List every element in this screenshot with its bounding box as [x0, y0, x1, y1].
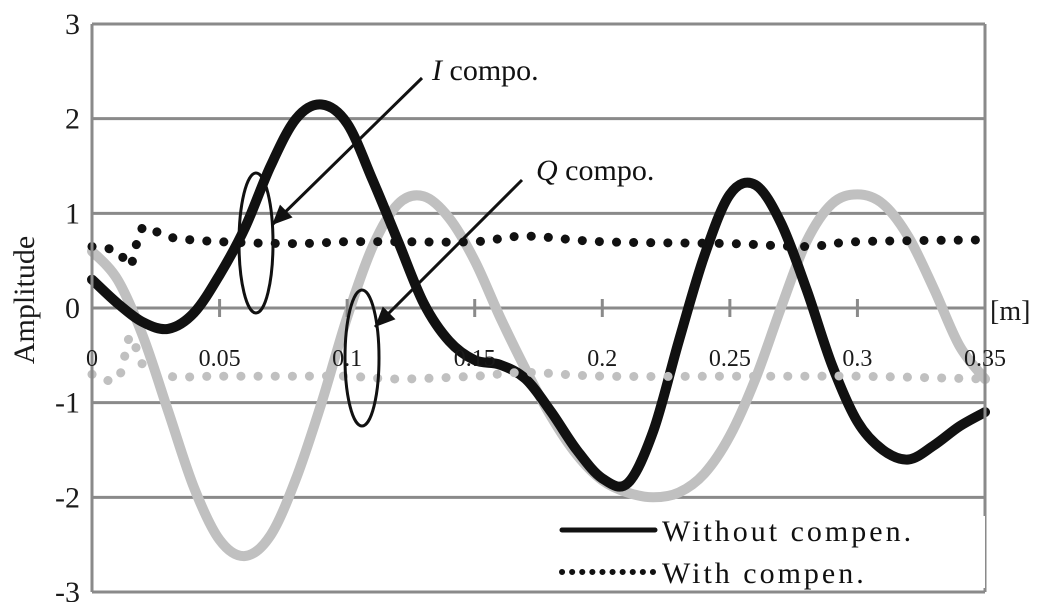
x-tick-label: 0.25: [709, 346, 751, 372]
y-tick-label: 1: [65, 197, 80, 230]
legend-label: Without compen.: [662, 515, 914, 548]
series-line: [87, 99, 990, 492]
i-component-arrow: [270, 76, 424, 227]
y-tick-label: -2: [55, 481, 80, 514]
annotations: I compo.Q compo.: [237, 54, 654, 428]
x-tick-label: 0: [86, 346, 98, 372]
gridlines: [92, 22, 985, 594]
annotation-italic: I: [431, 54, 444, 87]
annotation-text: compo.: [558, 154, 655, 187]
x-tick-label: 0.2: [587, 346, 617, 372]
y-tick-label: -1: [55, 387, 80, 420]
series-layer: [87, 99, 990, 562]
y-axis-label: Amplitude: [8, 236, 41, 364]
q-component-arrow: [373, 178, 524, 329]
series-line-dotted: [87, 221, 990, 271]
annotation-label: I compo.: [431, 54, 539, 87]
legend: Without compen. With compen.: [553, 515, 985, 590]
x-tick-label: 0.15: [454, 346, 496, 372]
i-component-arrow-head: [272, 204, 293, 225]
y-tick-label: 2: [65, 103, 80, 136]
x-axis-unit: [m]: [990, 296, 1030, 327]
x-tick-label: 0.05: [199, 346, 241, 372]
x-tick-label: 0.3: [842, 346, 872, 372]
y-tick-label: 0: [65, 292, 80, 325]
x-tick-label: 0.35: [964, 346, 1006, 372]
annotation-italic: Q: [536, 154, 558, 187]
annotation-text: compo.: [442, 54, 539, 87]
q-component-ellipse: [343, 288, 381, 428]
y-tick-label: -3: [55, 576, 80, 602]
series-line-dotted: [87, 331, 990, 386]
i-component-ellipse: [237, 171, 275, 315]
annotation-label: Q compo.: [536, 154, 654, 187]
q-component-arrow-head: [375, 306, 396, 327]
legend-label: With compen.: [662, 557, 867, 590]
x-tick-label: 0.1: [332, 346, 362, 372]
y-tick-label: 3: [65, 8, 80, 41]
